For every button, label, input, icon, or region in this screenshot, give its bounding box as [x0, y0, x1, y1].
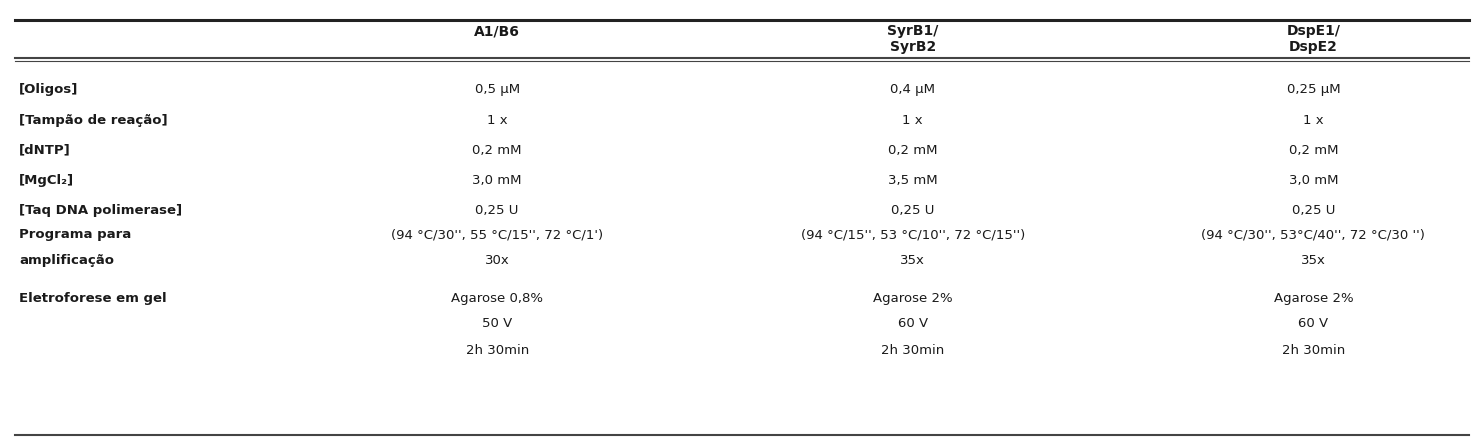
Text: 0,2 mM: 0,2 mM — [887, 144, 938, 157]
Text: [Tampão de reação]: [Tampão de reação] — [19, 113, 168, 127]
Text: [Oligos]: [Oligos] — [19, 82, 79, 96]
Text: DspE1/: DspE1/ — [1287, 24, 1340, 38]
Text: 0,25 U: 0,25 U — [1291, 204, 1336, 217]
Text: DspE2: DspE2 — [1290, 40, 1337, 54]
Text: (94 °C/30'', 55 °C/15'', 72 °C/1'): (94 °C/30'', 55 °C/15'', 72 °C/1') — [392, 228, 603, 242]
Text: 0,25 U: 0,25 U — [890, 204, 935, 217]
Text: 0,25 μM: 0,25 μM — [1287, 82, 1340, 96]
Text: 35x: 35x — [901, 254, 925, 267]
Text: 35x: 35x — [1301, 254, 1325, 267]
Text: [dNTP]: [dNTP] — [19, 144, 71, 157]
Text: (94 °C/15'', 53 °C/10'', 72 °C/15''): (94 °C/15'', 53 °C/10'', 72 °C/15'') — [800, 228, 1025, 242]
Text: 3,0 mM: 3,0 mM — [472, 174, 522, 187]
Text: Agarose 2%: Agarose 2% — [873, 291, 953, 305]
Text: 0,2 mM: 0,2 mM — [472, 144, 522, 157]
Text: amplificação: amplificação — [19, 254, 114, 267]
Text: Agarose 2%: Agarose 2% — [1273, 291, 1353, 305]
Text: 0,4 μM: 0,4 μM — [890, 82, 935, 96]
Text: 2h 30min: 2h 30min — [466, 344, 528, 357]
Text: 2h 30min: 2h 30min — [1282, 344, 1345, 357]
Text: Programa para: Programa para — [19, 228, 132, 242]
Text: [MgCl₂]: [MgCl₂] — [19, 174, 74, 187]
Text: SyrB1/: SyrB1/ — [887, 24, 938, 38]
Text: 2h 30min: 2h 30min — [881, 344, 944, 357]
Text: (94 °C/30'', 53°C/40'', 72 °C/30 ''): (94 °C/30'', 53°C/40'', 72 °C/30 '') — [1202, 228, 1425, 242]
Text: SyrB2: SyrB2 — [889, 40, 936, 54]
Text: 30x: 30x — [485, 254, 509, 267]
Text: Agarose 0,8%: Agarose 0,8% — [451, 291, 543, 305]
Text: 60 V: 60 V — [1298, 317, 1328, 331]
Text: 1 x: 1 x — [1303, 113, 1324, 127]
Text: 3,0 mM: 3,0 mM — [1288, 174, 1339, 187]
Text: 0,2 mM: 0,2 mM — [1288, 144, 1339, 157]
Text: 1 x: 1 x — [487, 113, 508, 127]
Text: 0,25 U: 0,25 U — [475, 204, 519, 217]
Text: 60 V: 60 V — [898, 317, 928, 331]
Text: [Taq DNA polimerase]: [Taq DNA polimerase] — [19, 204, 183, 217]
Text: Eletroforese em gel: Eletroforese em gel — [19, 291, 166, 305]
Text: 0,5 μM: 0,5 μM — [475, 82, 519, 96]
Text: 1 x: 1 x — [902, 113, 923, 127]
Text: A1/B6: A1/B6 — [475, 24, 519, 38]
Text: 3,5 mM: 3,5 mM — [887, 174, 938, 187]
Text: 50 V: 50 V — [482, 317, 512, 331]
